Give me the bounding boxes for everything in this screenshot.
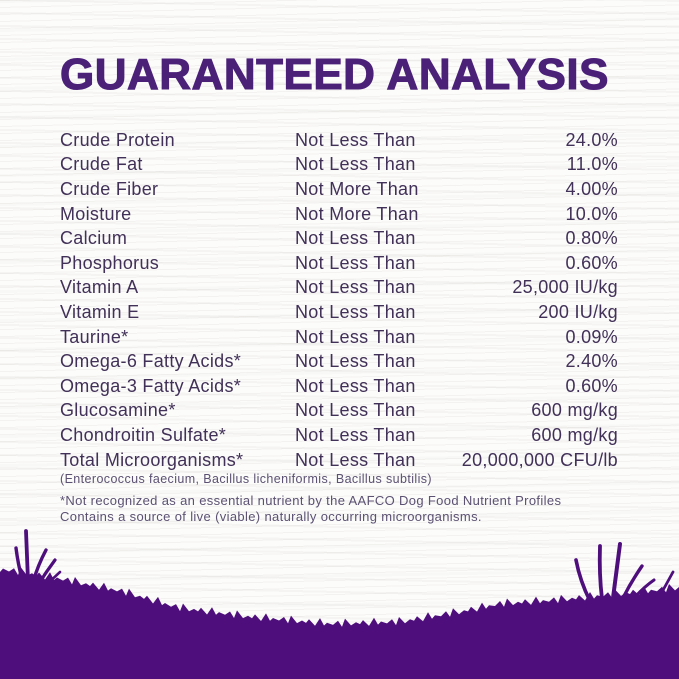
threshold-type: Not Less Than [295, 129, 416, 150]
nutrient-name: Chondroitin Sulfate* [60, 424, 227, 445]
analysis-row: Crude Fat Not Less Than 11.0% [60, 153, 618, 178]
live-microorganisms-footnote: Contains a source of live (viable) natur… [60, 508, 482, 524]
threshold-type: Not Less Than [295, 424, 416, 445]
nutrient-value: 0.09% [565, 326, 618, 347]
nutrient-name: Calcium [60, 228, 128, 249]
nutrient-value: 24.0% [565, 129, 618, 150]
nutrient-value: 600 mg/kg [531, 424, 618, 445]
analysis-row: Calcium Not Less Than 0.80% [60, 226, 618, 251]
nutrient-name: Phosphorus [60, 252, 160, 273]
analysis-row: Phosphorus Not Less Than 0.60% [60, 251, 618, 276]
analysis-row: Taurine* Not Less Than 0.09% [60, 325, 618, 350]
nutrient-value: 4.00% [565, 178, 618, 199]
nutrient-value: 200 IU/kg [538, 301, 618, 322]
threshold-type: Not Less Than [295, 301, 416, 322]
threshold-type: Not Less Than [295, 228, 416, 249]
nutrient-name: Vitamin E [60, 301, 140, 322]
grass-blades-left [14, 529, 62, 589]
footnotes: *Not recognized as an essential nutrient… [60, 493, 561, 524]
nutrient-name: Crude Protein [60, 129, 175, 150]
threshold-type: Not Less Than [295, 154, 416, 175]
threshold-type: Not Less Than [295, 326, 416, 347]
nutrient-name: Crude Fiber [60, 178, 159, 199]
analysis-table: Crude Protein Not Less Than 24.0% Crude … [60, 128, 618, 472]
threshold-type: Not Less Than [295, 400, 416, 421]
nutrient-value: 0.60% [565, 375, 618, 396]
nutrient-name: Glucosamine* [60, 400, 176, 421]
threshold-type: Not More Than [295, 203, 419, 224]
analysis-row: Crude Protein Not Less Than 24.0% [60, 128, 618, 153]
nutrient-name: Omega-3 Fatty Acids* [60, 375, 242, 396]
nutrient-value: 2.40% [565, 351, 618, 372]
threshold-type: Not Less Than [295, 449, 416, 470]
analysis-row: Omega-3 Fatty Acids* Not Less Than 0.60% [60, 374, 618, 399]
nutrient-value: 600 mg/kg [531, 400, 618, 421]
nutrient-value: 0.80% [565, 228, 618, 249]
nutrient-name: Total Microorganisms* [60, 449, 244, 470]
nutrient-name: Moisture [60, 203, 132, 224]
nutrient-name: Crude Fat [60, 154, 143, 175]
aafco-footnote: *Not recognized as an essential nutrient… [60, 493, 562, 508]
analysis-row: Vitamin E Not Less Than 200 IU/kg [60, 300, 618, 325]
nutrient-value: 10.0% [565, 203, 618, 224]
analysis-row: Omega-6 Fatty Acids* Not Less Than 2.40% [60, 349, 618, 374]
page-title: GUARANTEED ANALYSIS [59, 49, 609, 99]
threshold-type: Not Less Than [295, 252, 416, 273]
threshold-type: Not More Than [295, 178, 419, 199]
probiotic-species-note: (Enterococcus faecium, Bacillus lichenif… [60, 472, 432, 486]
grass-mound-shape [0, 567, 679, 679]
analysis-row: Moisture Not More Than 10.0% [60, 202, 618, 227]
nutrient-value: 20,000,000 CFU/lb [461, 449, 618, 470]
nutrient-name: Omega-6 Fatty Acids* [60, 351, 242, 372]
nutrient-name: Taurine* [60, 326, 129, 347]
nutrient-value: 11.0% [566, 154, 618, 175]
analysis-row: Crude Fiber Not More Than 4.00% [60, 177, 618, 202]
threshold-type: Not Less Than [295, 375, 416, 396]
analysis-row: Total Microorganisms* Not Less Than 20,0… [60, 448, 618, 473]
analysis-row: Glucosamine* Not Less Than 600 mg/kg [60, 399, 618, 424]
nutrient-value: 25,000 IU/kg [512, 277, 618, 298]
nutrient-value: 0.60% [565, 252, 618, 273]
threshold-type: Not Less Than [295, 277, 416, 298]
analysis-row: Vitamin A Not Less Than 25,000 IU/kg [60, 276, 618, 301]
nutrient-name: Vitamin A [60, 277, 139, 298]
threshold-type: Not Less Than [295, 351, 416, 372]
analysis-row: Chondroitin Sulfate* Not Less Than 600 m… [60, 423, 618, 448]
grass-silhouette [0, 529, 679, 679]
grass-blades-right [574, 542, 675, 603]
